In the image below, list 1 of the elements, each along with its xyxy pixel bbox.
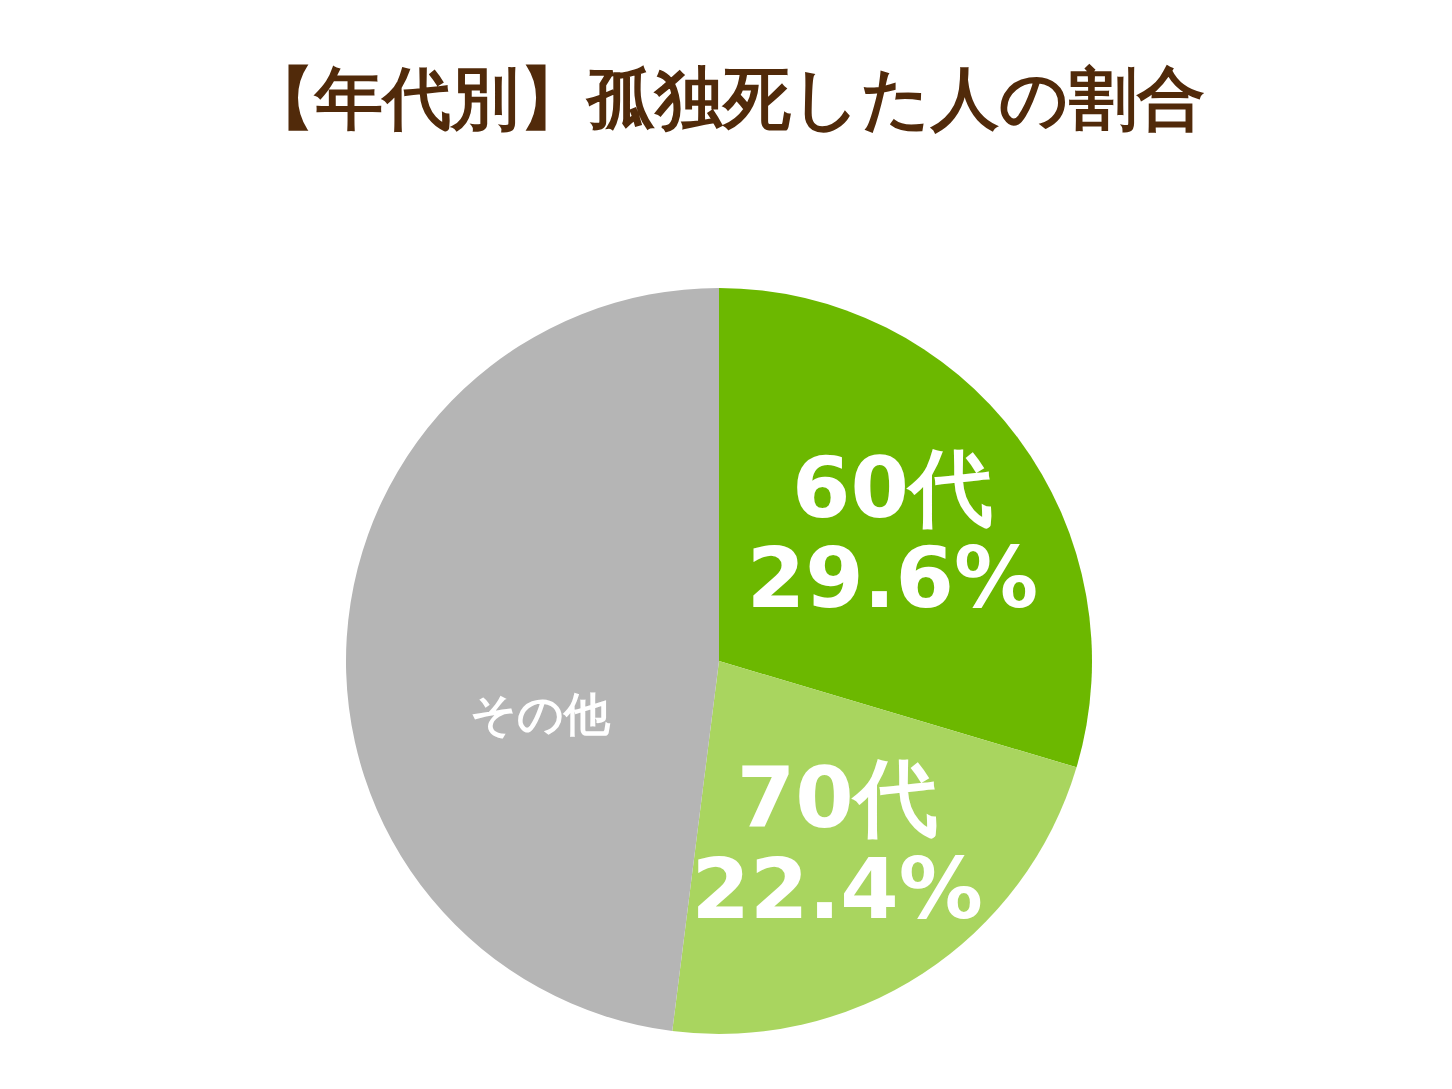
title: 【年代別】孤独死した人の割合 xyxy=(247,59,1205,138)
